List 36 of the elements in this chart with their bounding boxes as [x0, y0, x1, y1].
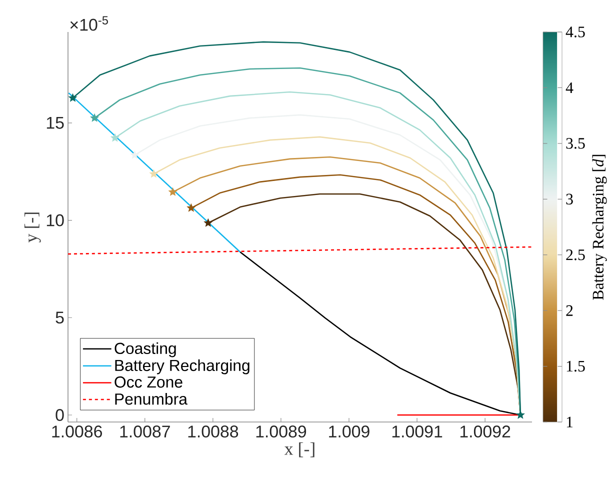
point — [168, 188, 177, 196]
y-tick-label: 0 — [56, 408, 64, 421]
point — [90, 114, 99, 122]
x-tick-label: 1.0089 — [256, 426, 306, 438]
legend-label: Coasting — [114, 342, 176, 358]
color-bar-title: Battery Recharging [d] — [592, 154, 607, 300]
x-tick-label: 1.0091 — [392, 426, 442, 438]
color-bar-label: 4.5 — [566, 26, 585, 38]
y-axis-title: y [-] — [24, 212, 41, 242]
point — [130, 150, 139, 159]
color-bar-label: 2.5 — [566, 249, 585, 260]
legend-label: Battery Recharging — [115, 359, 250, 374]
x-tick-label: 1.009 — [329, 426, 370, 438]
point — [110, 134, 120, 142]
color-bar-label: 3 — [566, 194, 573, 204]
color-bar-label: 4 — [566, 82, 574, 93]
point — [516, 410, 525, 419]
color-bar-label: 1 — [566, 416, 573, 428]
point — [150, 170, 158, 178]
point — [68, 94, 77, 102]
point — [187, 204, 196, 212]
legend-label: Penumbra — [115, 393, 188, 405]
x-tick-label: 1.0092 — [460, 426, 510, 438]
point — [204, 218, 212, 227]
text: ×10$^{-5}$ — [70, 16, 108, 31]
x-axis-title: x [-] — [284, 442, 314, 458]
color-bar-label: 1.5 — [566, 360, 585, 372]
color-bar-label: 2 — [566, 305, 573, 316]
y-tick-label: 15 — [46, 117, 64, 129]
legend-label: Occ Zone — [114, 376, 182, 388]
x-tick-label: 1.0087 — [120, 426, 170, 438]
y-tick-label: 10 — [46, 214, 64, 226]
x-tick-label: 1.0088 — [188, 426, 238, 438]
x-tick-label: 1.0086 — [52, 426, 102, 438]
color-bar-label: 3.5 — [566, 138, 585, 149]
y-tick-label: 5 — [56, 312, 64, 324]
